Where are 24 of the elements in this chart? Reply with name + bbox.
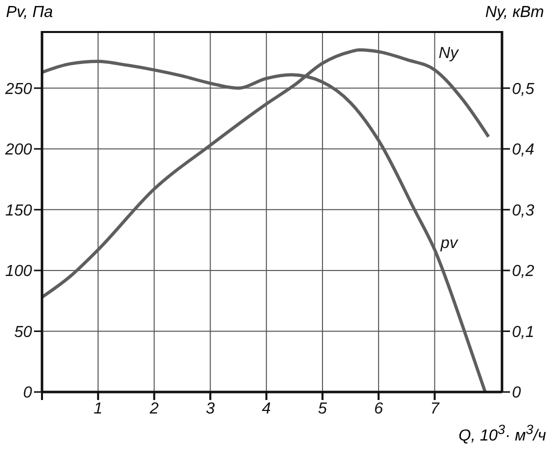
y-tick-label: 250	[4, 80, 32, 98]
x-tick-label: 3	[206, 400, 215, 418]
y2-tick-label: 0,5	[512, 80, 534, 98]
y-tick-label: 0	[23, 384, 32, 402]
y2-tick-label: 0,1	[512, 324, 534, 341]
y2-tick-label: 0,3	[512, 202, 534, 220]
x-tick-label: 6	[374, 400, 384, 418]
x-axis-title: Q, 10$^{3}$· м$^{3}$/ч	[458, 422, 546, 445]
y2-axis-title: Ny, кВт	[485, 4, 544, 22]
y-axis-title: Pv, Па	[6, 4, 53, 22]
series-label: pv	[440, 234, 459, 252]
y-tick-label: 100	[5, 263, 32, 280]
series-label: Ny	[438, 44, 460, 62]
x-tick-label: 5	[318, 400, 328, 418]
x-tick-label: 2	[148, 400, 159, 418]
y-tick-label: 200	[4, 142, 32, 159]
y2-tick-label: 0,4	[512, 142, 534, 159]
y-tick-label: 50	[14, 324, 32, 341]
x-tick-label: 1	[94, 400, 103, 418]
y-tick-label: 150	[5, 202, 32, 220]
y2-tick-label: 0,2	[512, 263, 534, 280]
x-tick-label: 4	[262, 400, 271, 418]
y2-tick-label: 0	[512, 384, 521, 402]
x-tick-label: 7	[430, 400, 440, 418]
